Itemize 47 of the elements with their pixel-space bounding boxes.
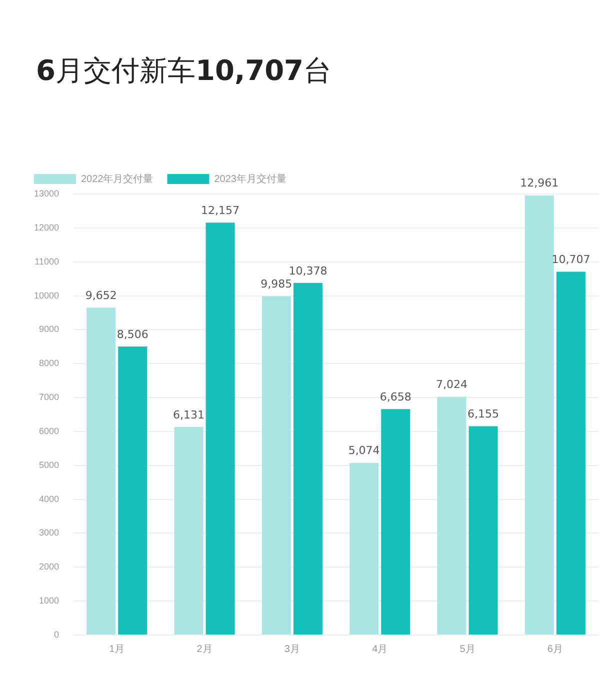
x-tick-label: 1月	[109, 644, 125, 655]
bar	[524, 195, 554, 634]
data-label: 6,131	[172, 408, 204, 422]
legend-label: 2023年月交付量	[214, 172, 286, 185]
y-tick-label: 13000	[34, 188, 60, 198]
bar	[437, 396, 466, 634]
y-tick-label: 4000	[38, 494, 60, 504]
y-tick-label: 12000	[34, 222, 60, 232]
data-label: 12,961	[520, 176, 559, 190]
bar	[381, 409, 410, 634]
y-tick-label: 6000	[38, 426, 60, 436]
y-tick-label: 1000	[38, 596, 60, 606]
bar	[174, 427, 204, 634]
chart-title: 6月交付新车10,707台	[36, 54, 332, 87]
y-tick-label: 8000	[38, 358, 60, 368]
bar	[293, 282, 322, 634]
y-tick-label: 7000	[38, 392, 60, 402]
data-label: 10,707	[552, 253, 590, 266]
y-tick-label: 3000	[38, 528, 60, 538]
y-tick-label: 11000	[34, 256, 60, 266]
data-label: 12,157	[201, 204, 240, 217]
data-label: 6,155	[468, 408, 500, 421]
bar	[262, 296, 291, 634]
data-label: 8,506	[116, 328, 148, 341]
x-tick-label: 4月	[372, 644, 388, 655]
y-tick-label: 0	[54, 629, 60, 640]
y-tick-label: 9000	[38, 324, 60, 334]
data-label: 5,074	[348, 444, 380, 458]
bar	[468, 426, 498, 634]
x-tick-label: 5月	[460, 644, 476, 655]
y-tick-label: 10000	[34, 290, 60, 300]
x-tick-label: 2月	[196, 644, 212, 655]
y-tick-label: 5000	[38, 460, 60, 470]
data-label: 6,658	[380, 390, 412, 404]
x-tick-label: 6月	[547, 644, 563, 655]
legend-label: 2022年月交付量	[81, 172, 154, 185]
bar	[206, 222, 235, 634]
x-tick-label: 3月	[284, 644, 300, 655]
data-label: 9,652	[85, 288, 117, 302]
bar	[118, 346, 148, 634]
y-tick-label: 2000	[38, 562, 60, 572]
bar	[86, 308, 116, 634]
data-label: 7,024	[436, 378, 468, 392]
bar	[350, 462, 379, 634]
data-label: 10,378	[288, 264, 328, 278]
bar	[556, 272, 586, 634]
data-label: 9,985	[260, 278, 292, 291]
